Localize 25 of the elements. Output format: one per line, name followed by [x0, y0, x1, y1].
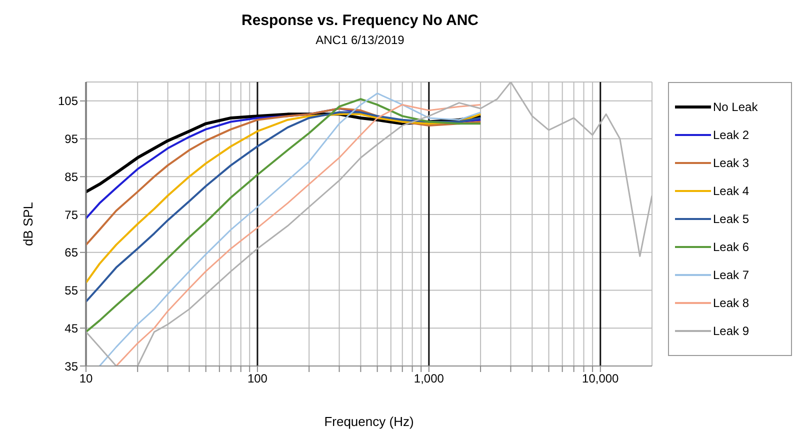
y-tick-label: 35 — [64, 359, 78, 374]
x-axis-title: Frequency (Hz) — [324, 414, 414, 429]
chart-title: Response vs. Frequency No ANC — [240, 12, 480, 29]
x-tick-label: 10,000 — [582, 372, 620, 386]
legend-label: Leak 8 — [713, 296, 750, 310]
x-tick-label: 10 — [79, 372, 93, 386]
y-axis-title: dB SPL — [20, 202, 36, 246]
y-tick-label: 45 — [64, 321, 78, 336]
y-tick-label: 65 — [64, 246, 78, 260]
legend-label: Leak 7 — [713, 268, 750, 282]
y-tick-label: 85 — [64, 170, 78, 184]
legend-label: Leak 5 — [713, 212, 750, 226]
x-tick-label: 100 — [247, 372, 268, 386]
legend-label: Leak 3 — [713, 156, 750, 170]
y-tick-label: 55 — [64, 284, 78, 298]
y-tick-label: 95 — [64, 132, 78, 146]
legend-label: Leak 6 — [713, 240, 750, 254]
legend-label: Leak 4 — [713, 184, 750, 198]
legend-label: Leak 2 — [713, 128, 750, 142]
legend-label: No Leak — [713, 100, 758, 114]
y-tick-label: 75 — [64, 208, 78, 222]
x-tick-label: 1,000 — [414, 372, 444, 386]
chart-subtitle: ANC1 6/13/2019 — [314, 33, 406, 47]
y-tick-label: 105 — [58, 94, 78, 108]
legend-label: Leak 9 — [713, 324, 750, 338]
